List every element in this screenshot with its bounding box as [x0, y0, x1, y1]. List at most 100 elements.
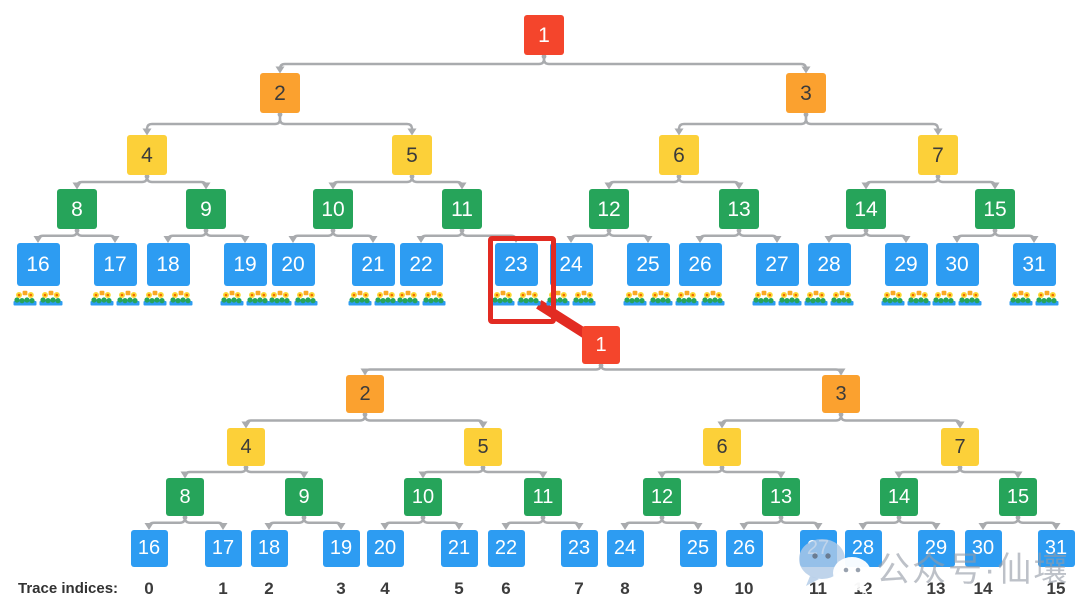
leaf-garden-icons	[752, 289, 802, 306]
watermark: 公众号·仙壤	[794, 534, 1069, 598]
garden-flowers-icon	[907, 290, 931, 305]
leaf-garden-icons	[13, 289, 63, 306]
tree2-node-1: 1	[582, 326, 620, 364]
tree1-node-26: 26	[678, 242, 722, 286]
tree2-node-13: 13	[762, 478, 800, 516]
garden-flowers-icon	[958, 290, 982, 305]
garden-flowers-icon	[220, 290, 244, 305]
tree1-node-3: 3	[786, 73, 826, 113]
tree1-node-20: 20	[271, 242, 315, 286]
tree2-node-5: 5	[464, 428, 502, 466]
tree2-node-23: 23	[560, 529, 598, 567]
tree1-node-9: 9	[186, 189, 226, 229]
tree2-node-10: 10	[404, 478, 442, 516]
tree2-node-22: 22	[487, 529, 525, 567]
garden-flowers-icon	[268, 290, 292, 305]
tree1-node-22: 22	[399, 242, 443, 286]
leaf-garden-icons	[143, 289, 193, 306]
tree1-node-28: 28	[807, 242, 851, 286]
tree1-node-1: 1	[524, 15, 564, 55]
tree2-node-9: 9	[285, 478, 323, 516]
garden-flowers-icon	[701, 290, 725, 305]
tree1-node-31: 31	[1012, 242, 1056, 286]
tree2-node-4: 4	[227, 428, 265, 466]
tree1-node-12: 12	[589, 189, 629, 229]
tree1-node-18: 18	[146, 242, 190, 286]
garden-flowers-icon	[294, 290, 318, 305]
tree1-node-10: 10	[313, 189, 353, 229]
tree1-node-6: 6	[659, 135, 699, 175]
wechat-icon	[799, 539, 871, 595]
tree1-node-11: 11	[442, 189, 482, 229]
leaf-garden-icons	[932, 289, 982, 306]
garden-flowers-icon	[116, 290, 140, 305]
tree1-node-14: 14	[846, 189, 886, 229]
leaf-garden-icons	[348, 289, 398, 306]
garden-flowers-icon	[675, 290, 699, 305]
tree2-node-18: 18	[250, 529, 288, 567]
garden-flowers-icon	[778, 290, 802, 305]
garden-flowers-icon	[422, 290, 446, 305]
leaf-garden-icons	[804, 289, 854, 306]
leaf-garden-icons	[396, 289, 446, 306]
tree2-node-8: 8	[166, 478, 204, 516]
garden-flowers-icon	[517, 290, 541, 305]
garden-flowers-icon	[804, 290, 828, 305]
garden-flowers-icon	[830, 290, 854, 305]
garden-flowers-icon	[623, 290, 647, 305]
garden-flowers-icon	[1009, 290, 1033, 305]
garden-flowers-icon	[246, 290, 270, 305]
tree1-node-8: 8	[57, 189, 97, 229]
leaf-garden-icons	[1009, 289, 1059, 306]
tree2-node-3: 3	[822, 375, 860, 413]
garden-flowers-icon	[39, 290, 63, 305]
tree2-node-29: 29	[917, 529, 955, 567]
garden-flowers-icon	[143, 290, 167, 305]
tree1-node-15: 15	[975, 189, 1015, 229]
tree1-node-4: 4	[127, 135, 167, 175]
highlight-box-node-23	[488, 236, 556, 324]
leaf-garden-icons	[220, 289, 270, 306]
tree2-node-15: 15	[999, 478, 1037, 516]
garden-flowers-icon	[881, 290, 905, 305]
tree1-node-16: 16	[16, 242, 60, 286]
tree2-node-19: 19	[322, 529, 360, 567]
tree2-node-14: 14	[880, 478, 918, 516]
tree2-node-24: 24	[606, 529, 644, 567]
garden-flowers-icon	[396, 290, 420, 305]
garden-flowers-icon	[491, 290, 515, 305]
tree2-node-11: 11	[524, 478, 562, 516]
tree2-node-12: 12	[643, 478, 681, 516]
leaf-garden-icons	[268, 289, 318, 306]
tree1-node-5: 5	[392, 135, 432, 175]
watermark-text: 公众号·仙壤	[876, 550, 1070, 589]
garden-flowers-icon	[169, 290, 193, 305]
tree1-node-27: 27	[755, 242, 799, 286]
garden-flowers-icon	[1035, 290, 1059, 305]
tree1-node-30: 30	[935, 242, 979, 286]
tree1-node-2: 2	[260, 73, 300, 113]
tree1-node-25: 25	[626, 242, 670, 286]
tree1-node-29: 29	[884, 242, 928, 286]
garden-flowers-icon	[932, 290, 956, 305]
tree2-node-6: 6	[703, 428, 741, 466]
tree1-node-23: 23	[494, 242, 538, 286]
garden-flowers-icon	[572, 290, 596, 305]
tree2-node-20: 20	[366, 529, 404, 567]
tree2-node-31: 31	[1037, 529, 1075, 567]
tree1-node-21: 21	[351, 242, 395, 286]
tree2-node-30: 30	[964, 529, 1002, 567]
leaf-garden-icons	[623, 289, 673, 306]
garden-flowers-icon	[752, 290, 776, 305]
tree1-node-24: 24	[549, 242, 593, 286]
tree1-node-17: 17	[93, 242, 137, 286]
tree2-node-7: 7	[941, 428, 979, 466]
garden-flowers-icon	[374, 290, 398, 305]
garden-flowers-icon	[649, 290, 673, 305]
leaf-garden-icons	[675, 289, 725, 306]
tree2-node-17: 17	[204, 529, 242, 567]
leaf-garden-icons	[90, 289, 140, 306]
tree1-node-7: 7	[918, 135, 958, 175]
